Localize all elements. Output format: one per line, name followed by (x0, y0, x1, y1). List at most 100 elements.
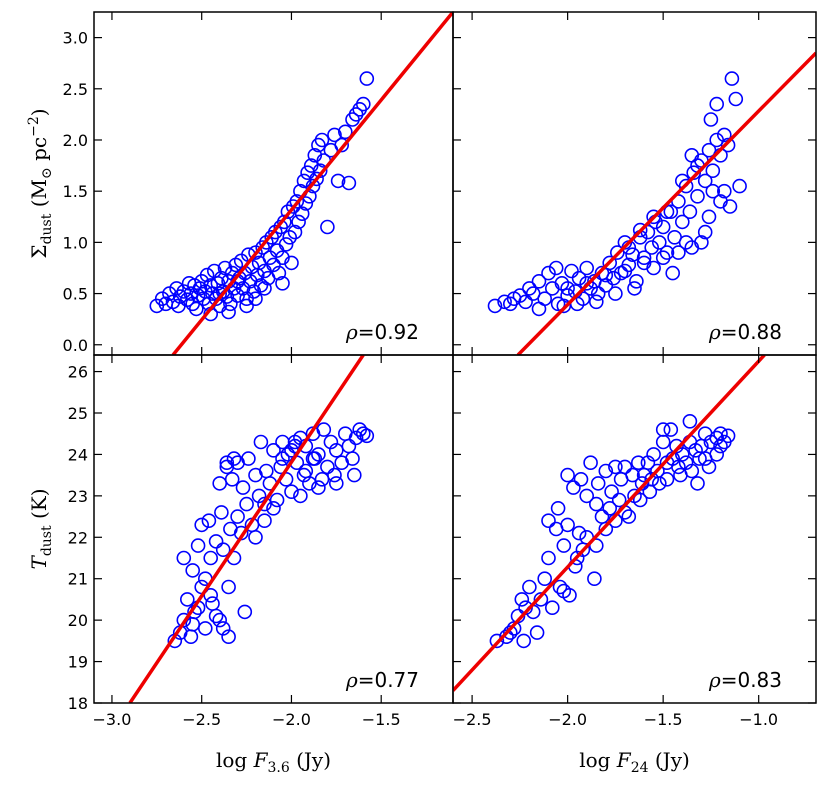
data-point (705, 183, 721, 199)
data-point (690, 189, 705, 204)
data-point (221, 304, 236, 320)
rho-value: 0.77 (374, 668, 419, 692)
data-point (328, 442, 344, 458)
data-point (531, 273, 547, 289)
data-point (305, 451, 321, 466)
data-point (571, 525, 587, 541)
data-point (560, 467, 575, 483)
data-point (176, 612, 192, 628)
data-point (550, 500, 566, 516)
data-point (291, 214, 306, 230)
fit-line (128, 355, 365, 703)
data-point (621, 509, 637, 524)
data-point (594, 509, 610, 524)
data-point (606, 270, 621, 286)
y-tick-label: 1.5 (63, 182, 88, 201)
data-point (276, 214, 292, 230)
data-point (293, 488, 308, 504)
data-point (214, 505, 229, 520)
data-point (328, 476, 344, 491)
rho-label: ρ=0.92 (345, 320, 419, 344)
data-point (588, 294, 604, 310)
data-point (185, 563, 200, 578)
data-point (674, 214, 690, 230)
rho-value: 0.83 (737, 668, 782, 692)
data-point (355, 426, 371, 442)
data-point (251, 488, 267, 504)
data-point (212, 476, 227, 491)
data-point (314, 132, 330, 148)
x-tick-label: −2.5 (182, 710, 221, 729)
data-point (253, 434, 269, 450)
data-point (671, 459, 686, 475)
data-point (266, 442, 281, 458)
y-tick-label: 18 (68, 694, 88, 713)
data-point (190, 538, 206, 553)
data-point (203, 278, 218, 293)
data-point (224, 471, 240, 487)
data-point (327, 467, 342, 483)
data-point (617, 263, 633, 279)
data-point (257, 496, 272, 512)
data-point (630, 455, 646, 471)
data-point (713, 426, 728, 442)
data-point (579, 260, 595, 276)
rho-value: 0.92 (374, 320, 419, 344)
y-axis-label: Σdust (M⊙ pc−2) (26, 108, 55, 258)
data-point (655, 434, 671, 450)
data-point (203, 550, 218, 566)
data-point (516, 633, 532, 649)
data-point (334, 137, 350, 153)
data-point (278, 237, 294, 252)
data-point (341, 175, 357, 191)
data-point (176, 550, 192, 566)
data-point (316, 422, 332, 437)
x-axis-label: log F24 (Jy) (579, 748, 690, 776)
data-point (671, 245, 686, 260)
data-point (684, 148, 700, 163)
data-point (632, 222, 648, 238)
data-point (180, 592, 195, 607)
data-point (355, 96, 371, 112)
data-point (663, 422, 679, 437)
data-point (359, 428, 375, 444)
data-point (275, 275, 290, 291)
data-point (646, 209, 661, 225)
data-point (248, 245, 263, 260)
y-tick-label: 24 (68, 445, 88, 464)
y-tick-label: 3.0 (63, 29, 88, 48)
y-tick-label: 1.0 (63, 233, 88, 252)
data-point (690, 476, 705, 491)
data-point (644, 240, 660, 255)
data-point (248, 291, 263, 307)
data-point (598, 267, 614, 283)
data-point (327, 127, 342, 143)
data-points (167, 422, 375, 649)
y-tick-label: 20 (68, 611, 88, 630)
data-point (569, 550, 585, 566)
data-point (705, 163, 721, 178)
data-point (587, 571, 602, 587)
data-point (320, 219, 335, 235)
data-point (579, 488, 595, 504)
data-point (282, 230, 298, 245)
data-point (703, 112, 719, 127)
data-point (716, 183, 732, 199)
data-point (556, 298, 572, 314)
data-point (215, 621, 231, 636)
data-point (258, 463, 274, 479)
data-point (230, 509, 245, 524)
data-point (544, 600, 560, 616)
data-point (287, 434, 303, 450)
data-point (314, 471, 330, 487)
data-point (617, 459, 633, 475)
data-point (284, 484, 299, 500)
data-point (269, 492, 285, 508)
data-point (341, 438, 357, 454)
y-tick-label: 0.0 (63, 336, 88, 355)
data-point (627, 281, 642, 296)
data-point (330, 173, 346, 189)
data-point (684, 463, 700, 479)
data-point (215, 542, 231, 558)
y-tick-label: 2.5 (63, 80, 88, 99)
